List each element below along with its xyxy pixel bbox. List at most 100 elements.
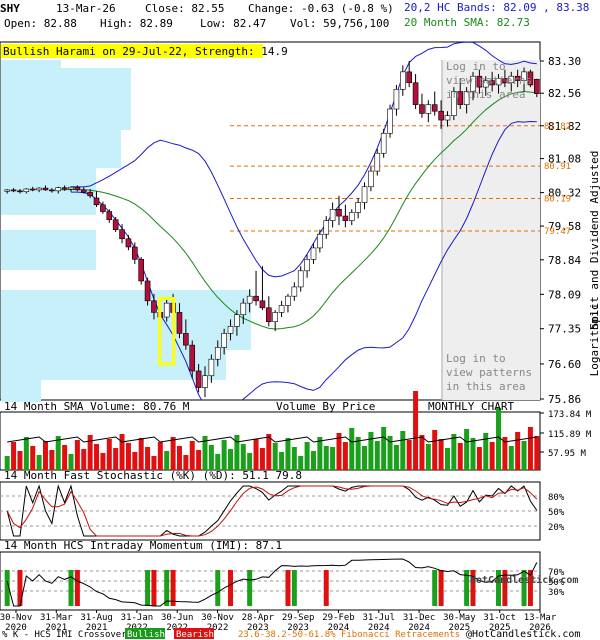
- volume-bar: [336, 433, 342, 470]
- candle-body: [253, 295, 259, 302]
- candle-body: [119, 229, 125, 240]
- volume-bar: [521, 441, 527, 470]
- candle-body: [61, 187, 68, 190]
- low-label: Low: 82.47: [200, 17, 266, 30]
- x-tick-label: 13-Mar: [524, 613, 557, 623]
- x-tick-label: 29-Feb: [322, 613, 355, 623]
- crossover-bar: [151, 570, 157, 606]
- imi-label: 14 Month HCS Intraday Momentum (IMI): 87…: [4, 539, 282, 552]
- price-panel: 83.30 82.56 81.82 81.08 80.32 79.58 78.84 78.09…: [0, 41, 581, 406]
- volume-bar: [17, 451, 23, 470]
- candle-body: [106, 211, 113, 220]
- sma-line: [58, 90, 537, 330]
- crossover-bar: [74, 570, 80, 606]
- candle-body: [534, 78, 540, 94]
- fib-label: 81.82: [544, 122, 571, 132]
- volume-bar: [11, 442, 17, 470]
- footer-crossover: % K - HCS IMI Crossover,: [2, 630, 132, 640]
- volume-bar: [87, 435, 93, 470]
- volume-bar: [272, 443, 278, 470]
- crossover-bar: [291, 570, 297, 606]
- change-label: Change: -0.63 (-0.8 %): [248, 2, 394, 15]
- y-tick-label: 81.82: [548, 120, 581, 133]
- candle-body: [189, 344, 196, 372]
- volume-bar: [393, 445, 399, 470]
- volume-bar: [342, 442, 348, 470]
- volume-bar: [502, 437, 508, 470]
- candle-body: [368, 170, 374, 188]
- crossover-bar: [68, 570, 74, 606]
- candle-body: [68, 186, 74, 190]
- crossover-bar: [4, 570, 10, 606]
- candle-body: [323, 220, 330, 235]
- crossover-bar: [285, 570, 291, 606]
- x-tick-label: 30-Nov: [201, 613, 234, 623]
- candle-body: [80, 189, 87, 193]
- volume-bar: [145, 447, 151, 470]
- candle-body: [17, 190, 23, 193]
- candle-body: [278, 305, 285, 313]
- volume-bar: [304, 442, 310, 470]
- imi-tick-label: 50%: [548, 578, 565, 588]
- candle-body: [348, 212, 355, 221]
- y-tick-label: 81.08: [548, 153, 581, 166]
- candle-body: [4, 189, 10, 192]
- log-label: Logarithmic: [588, 304, 600, 377]
- candle-body: [317, 233, 323, 249]
- crossover-bar: [228, 570, 234, 606]
- login-note-bottom: Log in to view patterns in this area: [446, 352, 532, 393]
- volume-bar: [228, 449, 234, 470]
- close-label: Close: 82.55: [145, 2, 224, 15]
- volume-bar: [49, 450, 55, 470]
- candle-body: [361, 186, 368, 203]
- imi-line: [6, 558, 538, 607]
- x-tick-label: 30-May: [443, 613, 476, 623]
- volume-bar: [457, 443, 463, 470]
- stoch-d-line: [6, 485, 538, 537]
- candle-body: [23, 188, 30, 193]
- x-tick-year: 2024: [368, 623, 390, 633]
- volume-bar: [247, 453, 253, 470]
- volume-bar: [100, 453, 106, 470]
- volume-bar: [413, 391, 419, 470]
- volume-bar: [196, 450, 202, 470]
- volume-bar: [62, 445, 68, 470]
- candle-body: [514, 75, 521, 81]
- volume-bar: [374, 441, 380, 470]
- stochastic-panel: 80% 50% 20%: [0, 481, 565, 541]
- candle-body: [291, 286, 298, 297]
- crossover-bar: [496, 570, 502, 606]
- right-axis-title: Split and Dividend Adjusted: [588, 151, 600, 330]
- vbp-label: Volume By Price: [276, 400, 375, 413]
- volume-bar: [183, 455, 189, 470]
- volume-bar: [406, 440, 412, 470]
- high-label: High: 82.89: [100, 17, 173, 30]
- candle-body: [387, 108, 393, 134]
- y-tick-label: 79.58: [548, 220, 581, 233]
- volume-bar: [451, 434, 457, 470]
- candle-body: [100, 204, 106, 212]
- candle-body: [151, 300, 157, 313]
- crossover-bar: [432, 570, 438, 606]
- volume-bar: [4, 456, 10, 470]
- y-tick-label: 77.35: [548, 323, 581, 336]
- watermark: HotCandlestick.com: [470, 574, 578, 586]
- bearish-legend: Bearish: [176, 630, 214, 640]
- pattern-text: Bullish Harami on 29-Jul-22, Strength: 1…: [3, 45, 288, 58]
- vbp-bar: [1, 340, 226, 380]
- imi-tick-label: 70%: [548, 568, 565, 578]
- candle-body: [304, 259, 310, 272]
- y-tick-label: 80.32: [548, 187, 581, 200]
- crossover-bar: [145, 570, 151, 606]
- candle-body: [310, 247, 317, 260]
- candle-body: [425, 104, 432, 114]
- y-tick-label: 76.60: [548, 358, 581, 371]
- stoch-tick-label: 80%: [548, 493, 565, 503]
- candle-body: [285, 295, 291, 306]
- volume-bar: [74, 440, 80, 470]
- harami-highlight: [158, 296, 176, 366]
- candle-body: [380, 132, 387, 154]
- upper-band: [71, 41, 537, 278]
- crossover-bar: [521, 570, 527, 606]
- candle-body: [336, 208, 342, 217]
